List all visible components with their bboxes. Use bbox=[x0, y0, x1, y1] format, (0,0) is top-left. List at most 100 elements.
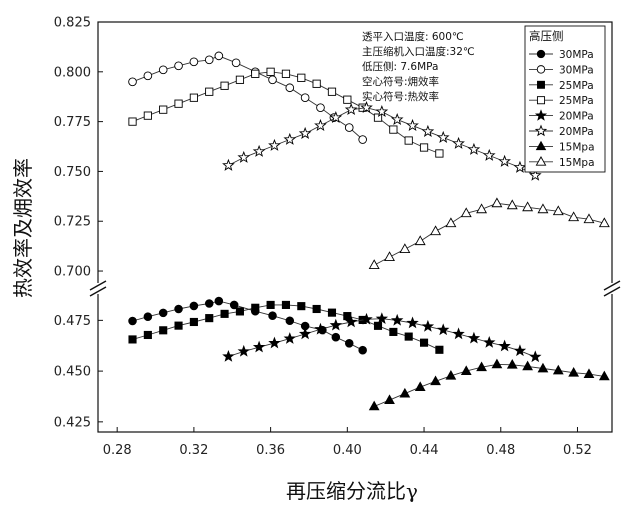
y-tick-label: 0.450 bbox=[54, 365, 91, 380]
data-point bbox=[437, 323, 450, 336]
data-point bbox=[229, 300, 239, 310]
annotation-line: 实心符号:热效率 bbox=[362, 90, 439, 103]
series-line bbox=[374, 363, 605, 407]
legend-marker bbox=[535, 140, 547, 151]
data-point bbox=[268, 336, 281, 349]
data-point bbox=[435, 345, 444, 354]
data-point bbox=[174, 304, 183, 314]
data-point bbox=[205, 314, 214, 323]
y-tick-label: 0.475 bbox=[54, 314, 91, 329]
data-point bbox=[268, 311, 277, 320]
data-point bbox=[204, 299, 214, 308]
data-point bbox=[552, 364, 564, 375]
data-point bbox=[445, 370, 457, 380]
y-axis-title: 热效率及㶲效率 bbox=[11, 158, 35, 298]
data-point bbox=[498, 154, 511, 167]
data-point bbox=[406, 118, 419, 131]
data-point bbox=[358, 135, 367, 144]
data-point bbox=[174, 321, 183, 330]
data-point bbox=[384, 394, 395, 404]
data-point bbox=[312, 79, 321, 88]
data-point bbox=[128, 316, 137, 326]
data-point bbox=[389, 327, 398, 336]
data-point bbox=[222, 158, 235, 171]
data-point bbox=[297, 73, 306, 82]
data-point bbox=[483, 335, 496, 348]
data-point bbox=[529, 350, 542, 363]
x-tick-label: 0.48 bbox=[486, 443, 515, 458]
data-point bbox=[537, 362, 549, 373]
data-point bbox=[476, 203, 488, 214]
data-point bbox=[506, 359, 518, 369]
data-point bbox=[251, 69, 260, 78]
data-point bbox=[283, 332, 296, 344]
data-point bbox=[143, 111, 152, 120]
data-point bbox=[343, 312, 352, 321]
data-point bbox=[143, 71, 153, 81]
data-point bbox=[158, 65, 168, 75]
data-point bbox=[283, 132, 297, 145]
data-point bbox=[222, 349, 235, 362]
legend: 高压侧 30MPa 30MPa 25MPa 25MPa 20MPa 20MPa 15Mpa 15… bbox=[524, 25, 606, 173]
legend-label: 15Mpa bbox=[559, 157, 595, 169]
data-point bbox=[360, 312, 373, 325]
data-point bbox=[158, 308, 168, 318]
x-tick-label: 0.40 bbox=[333, 443, 362, 458]
axis-break-left bbox=[89, 280, 107, 297]
legend-entry: 25MPa bbox=[529, 95, 594, 107]
x-tick-label: 0.52 bbox=[563, 443, 592, 458]
series-line bbox=[132, 300, 363, 351]
legend-marker bbox=[534, 124, 548, 137]
annotation-box: 透平入口温度: 600℃ 主压缩机入口温度:32℃ 低压侧: 7.6MPa 空心符号:… bbox=[362, 30, 475, 103]
legend-label: 30MPa bbox=[559, 64, 594, 76]
data-point bbox=[327, 87, 337, 96]
data-point bbox=[360, 101, 373, 114]
legend-label: 25MPa bbox=[559, 95, 594, 107]
legend-marker bbox=[534, 109, 548, 121]
data-point bbox=[389, 125, 398, 134]
data-point bbox=[482, 148, 496, 161]
axis-break-right bbox=[603, 280, 621, 297]
x-axis: 0.28 0.32 0.36 0.40 0.44 0.48 0.52 bbox=[103, 427, 592, 458]
data-point bbox=[189, 317, 198, 327]
data-point bbox=[598, 370, 610, 381]
data-point bbox=[390, 112, 404, 126]
y-tick-label: 0.825 bbox=[54, 16, 91, 31]
data-point bbox=[297, 302, 306, 311]
data-point bbox=[399, 243, 411, 254]
data-point bbox=[237, 150, 251, 163]
data-point bbox=[343, 95, 352, 104]
data-point bbox=[498, 339, 511, 352]
data-point bbox=[235, 307, 244, 316]
data-point bbox=[312, 304, 321, 314]
data-point bbox=[214, 51, 224, 61]
data-point bbox=[300, 93, 310, 103]
data-point bbox=[583, 368, 595, 379]
legend-label: 25MPa bbox=[559, 80, 594, 92]
data-point bbox=[452, 327, 465, 340]
data-point bbox=[204, 55, 214, 65]
data-point bbox=[266, 67, 275, 76]
data-point bbox=[327, 308, 337, 317]
data-point bbox=[159, 326, 168, 335]
data-point bbox=[235, 75, 245, 84]
y-axis: 0.700 0.725 0.750 0.775 0.800 0.825 0.425 0.450… bbox=[54, 16, 103, 430]
data-point bbox=[375, 104, 389, 118]
data-point bbox=[205, 87, 214, 96]
data-point bbox=[522, 201, 534, 212]
legend-entry: 20MPa bbox=[529, 109, 594, 123]
legend-label: 20MPa bbox=[559, 111, 594, 123]
data-point bbox=[174, 99, 183, 108]
data-point bbox=[445, 217, 457, 228]
data-point bbox=[251, 303, 260, 312]
data-point bbox=[314, 118, 327, 131]
data-point bbox=[436, 130, 450, 143]
annotation-line: 低压侧: 7.6MPa bbox=[362, 60, 438, 73]
plot-border bbox=[97, 21, 613, 433]
legend-marker bbox=[536, 96, 546, 105]
data-point bbox=[231, 58, 241, 68]
legend-title: 高压侧 bbox=[529, 29, 564, 43]
data-point bbox=[281, 300, 291, 309]
data-point bbox=[513, 160, 527, 173]
series-line bbox=[373, 202, 605, 266]
